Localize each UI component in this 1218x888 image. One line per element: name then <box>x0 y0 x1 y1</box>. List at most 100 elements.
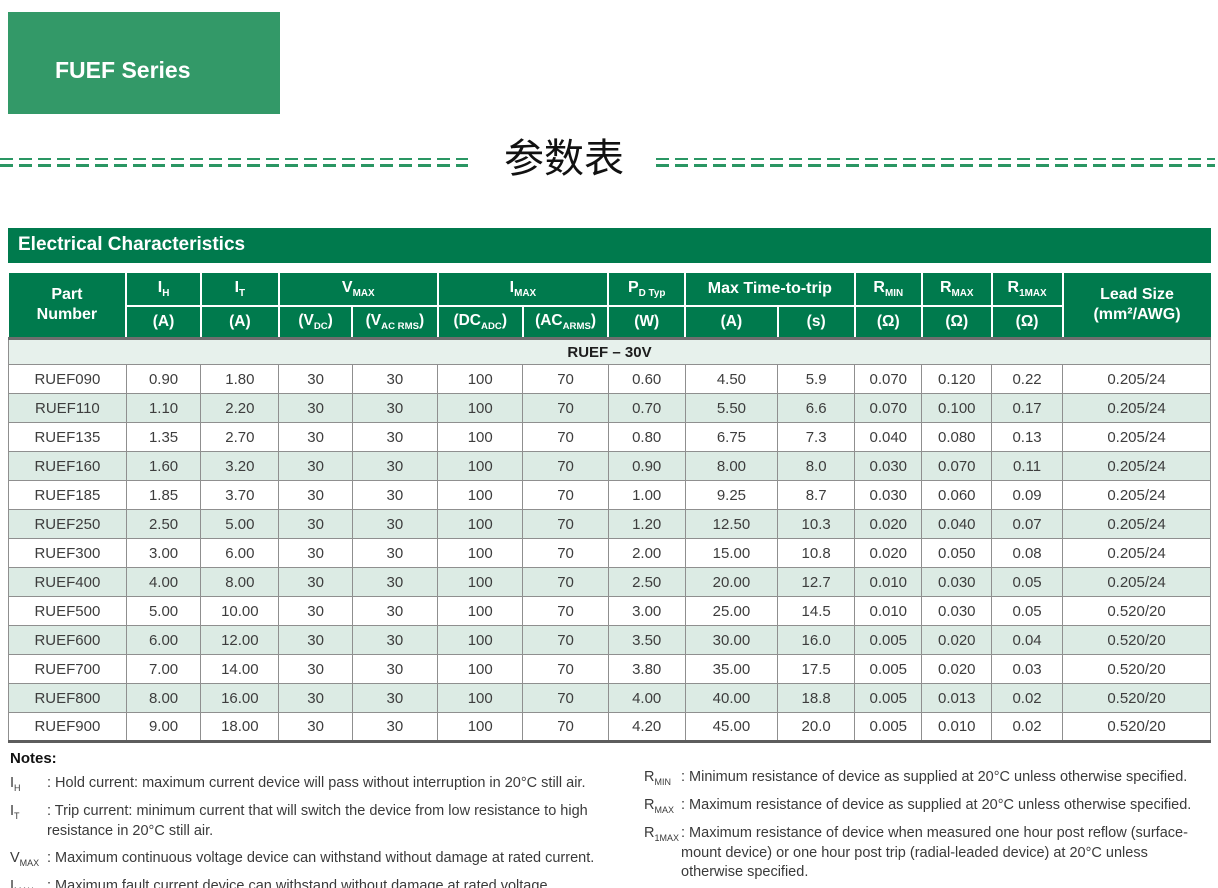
value-cell: 0.90 <box>607 451 686 482</box>
value-cell: 1.00 <box>607 480 686 511</box>
value-cell: 2.00 <box>607 538 686 569</box>
part-number-cell: RUEF135 <box>8 422 127 453</box>
value-cell: 6.00 <box>200 538 280 569</box>
note-symbol: IMAX <box>10 878 34 888</box>
value-cell: 0.030 <box>921 567 993 598</box>
value-cell: 0.520/20 <box>1062 596 1211 627</box>
value-cell: 0.13 <box>991 422 1064 453</box>
value-cell: 1.80 <box>200 364 280 395</box>
table-row: RUEF600 6.00 12.00 30 30 100 70 3.50 30.00 16.0 0.… <box>8 625 1211 656</box>
value-cell: 0.020 <box>854 538 923 569</box>
value-cell: 5.50 <box>684 393 779 424</box>
value-cell: 3.00 <box>607 596 686 627</box>
value-cell: 2.50 <box>607 567 686 598</box>
col-header-it: IT <box>199 273 280 307</box>
table-row: RUEF300 3.00 6.00 30 30 100 70 2.00 15.00 10.8 0.0… <box>8 538 1211 569</box>
value-cell: 5.9 <box>777 364 856 395</box>
value-cell: 70 <box>522 567 609 598</box>
value-cell: 1.10 <box>125 393 202 424</box>
value-cell: 100 <box>437 422 524 453</box>
value-cell: 0.070 <box>854 364 923 395</box>
value-cell: 0.030 <box>921 596 993 627</box>
electrical-characteristics-table: Part Number IH IT VMAX IMAX PD Typ Max T… <box>8 273 1211 744</box>
value-cell: 10.00 <box>200 596 280 627</box>
value-cell: 3.70 <box>200 480 280 511</box>
value-cell: 8.7 <box>777 480 856 511</box>
unit-acarms: (ACARMS) <box>521 305 610 340</box>
value-cell: 6.75 <box>684 422 779 453</box>
note-text: : Maximum resistance of device when meas… <box>681 825 1188 881</box>
value-cell: 30 <box>351 538 439 569</box>
value-cell: 3.80 <box>607 654 686 685</box>
unit-vdc: (VDC) <box>277 305 354 340</box>
note-symbol: RMIN <box>644 769 671 787</box>
value-cell: 1.20 <box>607 509 686 540</box>
note-symbol: IH <box>10 775 21 793</box>
value-cell: 0.70 <box>607 393 686 424</box>
value-cell: 30 <box>351 451 439 482</box>
table-row: RUEF110 1.10 2.20 30 30 100 70 0.70 5.50 6.6 0.070… <box>8 393 1211 424</box>
unit-rmin: (Ω) <box>853 305 923 340</box>
value-cell: 100 <box>437 509 524 540</box>
value-cell: 100 <box>437 683 524 714</box>
value-cell: 6.6 <box>777 393 856 424</box>
unit-ih: (A) <box>126 305 202 340</box>
value-cell: 0.05 <box>991 596 1064 627</box>
value-cell: 16.00 <box>200 683 280 714</box>
value-cell: 0.020 <box>854 509 923 540</box>
value-cell: 0.90 <box>125 364 202 395</box>
value-cell: 10.8 <box>777 538 856 569</box>
value-cell: 30 <box>278 625 353 656</box>
value-cell: 1.35 <box>125 422 202 453</box>
notes-list-left: IH: Hold current: maximum current device… <box>10 774 618 888</box>
part-number-cell: RUEF800 <box>8 683 127 714</box>
part-number-cell: RUEF110 <box>8 393 127 424</box>
value-cell: 18.8 <box>777 683 856 714</box>
value-cell: 0.60 <box>607 364 686 395</box>
value-cell: 30 <box>278 567 353 598</box>
page-title: 参数表 <box>504 136 624 181</box>
value-cell: 30 <box>351 480 439 511</box>
value-cell: 8.00 <box>200 567 280 598</box>
section-header-label: Electrical Characteristics <box>18 234 246 255</box>
note-item: VMAX: Maximum continuous voltage device … <box>10 849 618 869</box>
value-cell: 30.00 <box>684 625 779 656</box>
value-cell: 17.5 <box>777 654 856 685</box>
value-cell: 0.005 <box>854 625 923 656</box>
unit-rmax: (Ω) <box>920 305 993 340</box>
value-cell: 3.50 <box>607 625 686 656</box>
note-text: : Minimum resistance of device as suppli… <box>681 769 1188 785</box>
value-cell: 70 <box>522 509 609 540</box>
value-cell: 70 <box>522 625 609 656</box>
part-number-cell: RUEF600 <box>8 625 127 656</box>
value-cell: 30 <box>278 712 353 744</box>
value-cell: 70 <box>522 364 609 395</box>
value-cell: 70 <box>522 451 609 482</box>
table-row: RUEF135 1.35 2.70 30 30 100 70 0.80 6.75 7.3 0.040… <box>8 422 1211 453</box>
group-header-row: RUEF – 30V <box>8 337 1211 366</box>
value-cell: 0.020 <box>921 625 993 656</box>
value-cell: 70 <box>522 683 609 714</box>
value-cell: 0.02 <box>991 712 1064 744</box>
table-body: RUEF – 30V RUEF090 0.90 1.80 30 30 100 70 0.60 4… <box>8 337 1211 744</box>
value-cell: 0.03 <box>991 654 1064 685</box>
value-cell: 30 <box>351 712 439 744</box>
value-cell: 20.0 <box>777 712 856 744</box>
table-row: RUEF900 9.00 18.00 30 30 100 70 4.20 45.00 20.0 0.… <box>8 712 1211 744</box>
value-cell: 0.120 <box>921 364 993 395</box>
value-cell: 0.07 <box>991 509 1064 540</box>
value-cell: 0.520/20 <box>1062 683 1211 714</box>
value-cell: 12.7 <box>777 567 856 598</box>
value-cell: 0.205/24 <box>1062 567 1211 598</box>
note-item: RMAX: Maximum resistance of device as su… <box>644 796 1212 816</box>
note-text: : Trip current: minimum current that wil… <box>47 803 588 839</box>
value-cell: 5.00 <box>125 596 202 627</box>
value-cell: 0.80 <box>607 422 686 453</box>
unit-ttt-a: (A) <box>684 305 779 340</box>
series-badge: FUEF Series <box>8 12 280 114</box>
series-badge-label: FUEF Series <box>55 57 191 83</box>
value-cell: 0.013 <box>921 683 993 714</box>
value-cell: 0.205/24 <box>1062 422 1211 453</box>
value-cell: 3.00 <box>125 538 202 569</box>
value-cell: 0.09 <box>991 480 1064 511</box>
